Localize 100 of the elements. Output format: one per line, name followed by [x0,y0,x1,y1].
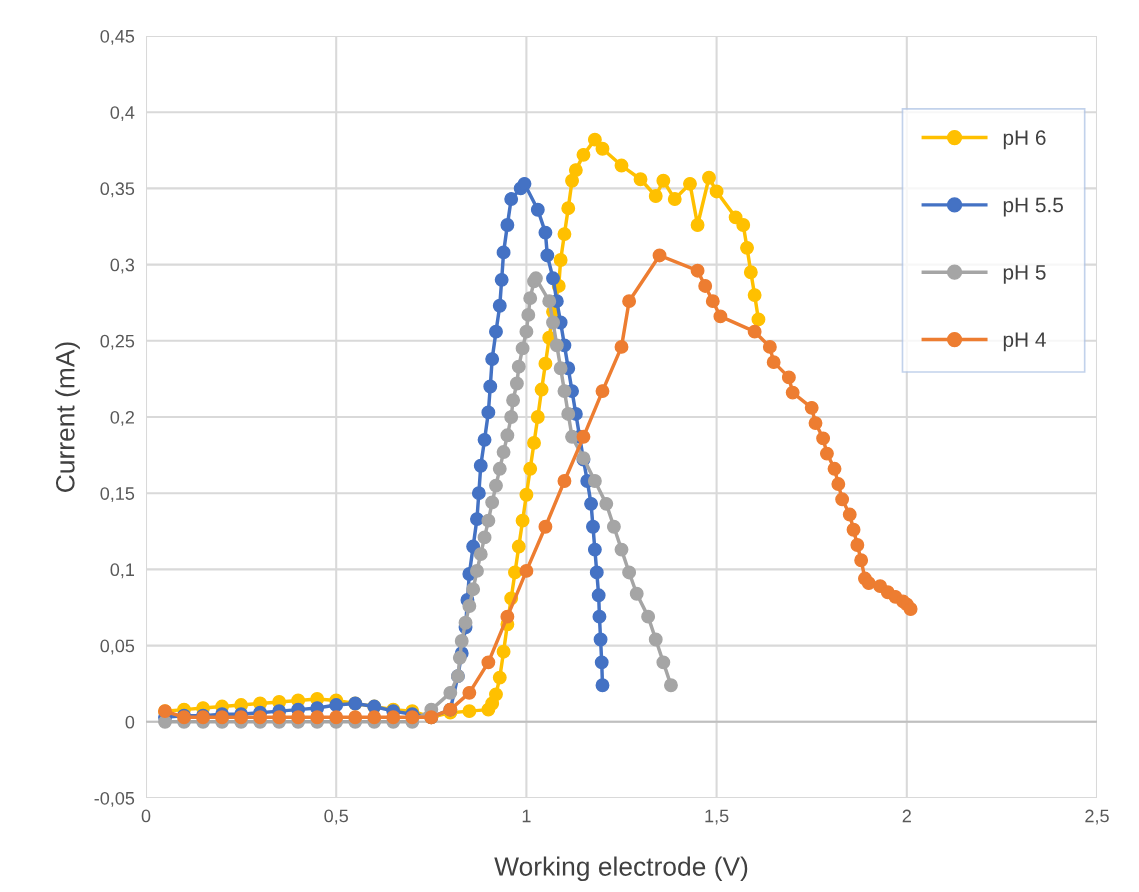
point [481,513,496,528]
point [565,429,579,444]
point [648,632,663,647]
point [846,522,861,537]
point [462,685,477,700]
point [310,710,325,725]
y-tick-label: 0,4 [110,106,135,122]
point [747,324,762,339]
point [481,405,496,420]
point [743,265,758,280]
point [591,588,606,603]
point [462,704,477,719]
point [549,338,564,353]
point [471,486,486,501]
point [485,495,500,510]
point [509,376,524,391]
point [386,710,401,725]
point [622,294,637,309]
x-tick-label: 1 [522,809,531,823]
point [751,312,766,327]
point [584,496,599,511]
point [835,492,850,507]
point [656,173,671,188]
y-tick-label: 0,05 [100,639,135,655]
point [652,248,667,263]
point [483,379,498,394]
point [557,384,572,399]
legend-label: pH 5.5 [1003,197,1063,217]
point [557,227,572,242]
point [489,324,503,339]
point [762,339,777,354]
y-tick-label: 0,2 [110,410,134,426]
point [576,429,591,444]
y-tick-label: 0,45 [100,29,135,45]
point [473,458,488,473]
x-tick-label: 1,5 [705,809,729,825]
point [781,370,796,385]
y-tick-label: 0 [125,715,135,729]
point [534,382,549,397]
point [546,315,560,330]
point [819,446,834,461]
point [561,201,576,216]
point [530,202,545,217]
point [766,355,781,370]
point [606,519,621,534]
point [542,294,557,309]
point [589,565,604,580]
point [804,400,819,415]
point [452,650,467,665]
x-tick-label: 2 [902,809,911,823]
point [664,678,678,693]
point [861,576,876,591]
point [586,519,600,534]
point [593,632,608,647]
y-tick-label: 0,35 [100,182,135,198]
point [272,710,287,725]
point [808,416,823,431]
point [523,291,538,306]
x-tick-label: 0,5 [324,809,348,825]
point [470,563,484,578]
point [538,356,553,371]
point [816,431,831,446]
point [504,192,519,207]
point [740,240,754,255]
point [517,176,532,191]
y-axis-title: Current (mA) [55,342,80,492]
point [553,253,568,267]
point [477,432,492,447]
point [523,461,538,476]
point [594,655,609,670]
point [496,445,511,459]
point [506,393,521,408]
point [489,687,503,702]
point [587,474,602,488]
point [485,352,500,367]
point [538,225,553,240]
point [527,435,541,450]
y-tick-label: 0,15 [100,487,135,503]
point [599,496,614,511]
y-tick-label: 0,25 [100,334,135,350]
point [831,477,846,492]
point [496,245,511,260]
y-tick-label: 0,3 [110,258,135,274]
point [519,324,534,339]
point [481,655,496,670]
point [519,563,534,578]
point [492,461,507,476]
point [698,278,713,293]
x-tick-label: 2,5 [1085,809,1109,825]
y-tick-label: 0,1 [110,563,135,579]
point [595,141,610,156]
point [494,272,509,287]
point [827,461,842,476]
point [622,565,637,580]
point [633,172,648,187]
point [454,634,469,648]
point [473,547,488,562]
y-tick-label: -0,05 [94,791,135,807]
point [519,487,534,502]
point [587,132,602,147]
